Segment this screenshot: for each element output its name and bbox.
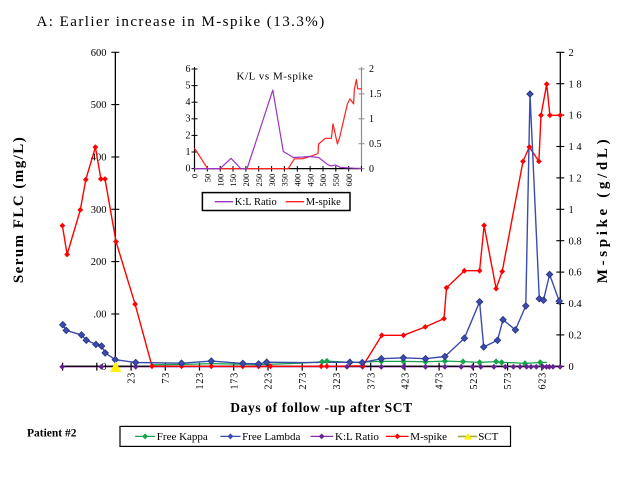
svg-text:350: 350 bbox=[280, 174, 290, 187]
svg-text:500: 500 bbox=[318, 174, 328, 187]
svg-text:1: 1 bbox=[569, 205, 574, 216]
svg-text:2: 2 bbox=[186, 130, 191, 141]
svg-text:23: 23 bbox=[127, 372, 138, 384]
svg-text:173: 173 bbox=[229, 372, 240, 390]
svg-text:0.6: 0.6 bbox=[569, 268, 582, 279]
svg-text:600: 600 bbox=[91, 48, 107, 59]
svg-text:0.5: 0.5 bbox=[369, 139, 382, 150]
svg-text:550: 550 bbox=[331, 174, 341, 187]
svg-text:400: 400 bbox=[91, 153, 107, 164]
svg-text:2: 2 bbox=[369, 64, 374, 75]
svg-text:1.5: 1.5 bbox=[369, 89, 382, 100]
svg-text:SCT: SCT bbox=[478, 431, 498, 443]
svg-text:Patient #2: Patient #2 bbox=[27, 428, 77, 440]
svg-text:2: 2 bbox=[569, 48, 574, 59]
svg-text:1.4: 1.4 bbox=[569, 142, 583, 153]
svg-text:73: 73 bbox=[161, 372, 172, 384]
svg-text:50: 50 bbox=[203, 174, 213, 183]
svg-text:1: 1 bbox=[369, 114, 374, 125]
svg-text:150: 150 bbox=[228, 174, 238, 187]
svg-text:223: 223 bbox=[264, 372, 275, 390]
svg-text:3: 3 bbox=[186, 114, 191, 125]
svg-text:450: 450 bbox=[305, 174, 315, 187]
svg-text:373: 373 bbox=[366, 372, 377, 390]
svg-text:300: 300 bbox=[91, 205, 107, 216]
svg-text:250: 250 bbox=[254, 174, 264, 187]
svg-text:M-spike: M-spike bbox=[306, 197, 341, 208]
svg-text:273: 273 bbox=[298, 372, 309, 390]
svg-text:1.8: 1.8 bbox=[569, 79, 582, 90]
svg-text:5: 5 bbox=[186, 81, 191, 92]
svg-text:K/L vs M-spike: K/L vs M-spike bbox=[237, 71, 314, 83]
svg-text:1.2: 1.2 bbox=[569, 174, 582, 185]
svg-text:6: 6 bbox=[186, 64, 191, 75]
svg-text:573: 573 bbox=[503, 372, 514, 390]
svg-text:Days of follow -up after SCT: Days of follow -up after SCT bbox=[230, 400, 412, 415]
svg-text:0: 0 bbox=[369, 164, 374, 175]
svg-text:0: 0 bbox=[186, 164, 191, 175]
svg-text:400: 400 bbox=[293, 174, 303, 187]
svg-text:M-spike (g/dL): M-spike (g/dL) bbox=[595, 136, 611, 284]
svg-text:1.6: 1.6 bbox=[569, 111, 582, 122]
svg-text:M-spike: M-spike bbox=[410, 431, 447, 443]
svg-text:A: Earlier increase in M-spike: A: Earlier increase in M-spike (13.3%) bbox=[37, 14, 326, 30]
svg-text:323: 323 bbox=[332, 372, 343, 390]
svg-text:473: 473 bbox=[435, 372, 446, 390]
svg-text:.00: .00 bbox=[93, 310, 106, 321]
svg-text:0.8: 0.8 bbox=[569, 236, 582, 247]
svg-text:Free Lambda: Free Lambda bbox=[242, 431, 300, 443]
svg-text:300: 300 bbox=[267, 174, 277, 187]
svg-text:0.2: 0.2 bbox=[569, 331, 582, 342]
svg-text:500: 500 bbox=[91, 100, 107, 111]
svg-text:Free Kappa: Free Kappa bbox=[157, 431, 208, 443]
svg-text:600: 600 bbox=[344, 174, 354, 187]
svg-text:523: 523 bbox=[469, 372, 480, 390]
svg-text:0: 0 bbox=[569, 362, 574, 373]
svg-text:K:L Ratio: K:L Ratio bbox=[335, 431, 379, 443]
svg-text:423: 423 bbox=[401, 372, 412, 390]
svg-text:200: 200 bbox=[241, 174, 251, 187]
svg-text:K:L Ratio: K:L Ratio bbox=[235, 197, 277, 208]
svg-text:200: 200 bbox=[91, 257, 107, 268]
svg-text:1: 1 bbox=[186, 147, 191, 158]
svg-text:100: 100 bbox=[215, 174, 225, 187]
svg-text:0.4: 0.4 bbox=[569, 299, 583, 310]
svg-text:4: 4 bbox=[186, 97, 191, 108]
svg-text:0: 0 bbox=[190, 174, 200, 178]
svg-text:623: 623 bbox=[537, 372, 548, 390]
svg-text:123: 123 bbox=[195, 372, 206, 390]
svg-text:Serum FLC (mg/L): Serum FLC (mg/L) bbox=[11, 136, 27, 283]
